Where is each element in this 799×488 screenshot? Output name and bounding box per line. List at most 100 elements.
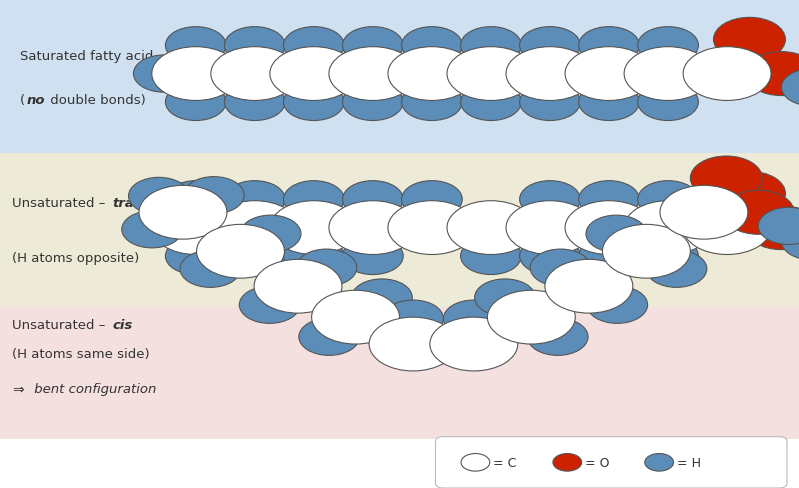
Circle shape [254,260,342,313]
Circle shape [184,177,244,214]
Circle shape [578,181,639,218]
Circle shape [519,84,580,122]
Circle shape [299,319,360,356]
Circle shape [587,286,648,324]
Bar [0,307,799,439]
Circle shape [461,454,490,471]
Circle shape [519,238,580,275]
Circle shape [624,48,712,102]
Circle shape [402,84,463,122]
Circle shape [519,27,580,64]
Circle shape [239,286,300,324]
Circle shape [343,238,403,275]
Circle shape [602,225,690,279]
Circle shape [722,191,794,235]
Text: = C: = C [493,456,516,469]
Circle shape [586,216,646,253]
Circle shape [343,84,403,122]
Circle shape [284,84,344,122]
Text: Unsaturated –: Unsaturated – [12,318,109,331]
Circle shape [383,301,443,338]
Circle shape [460,84,521,122]
FancyBboxPatch shape [435,437,787,488]
Circle shape [152,48,240,102]
Circle shape [284,238,344,275]
Circle shape [121,211,182,248]
Circle shape [240,216,301,253]
Circle shape [296,249,357,286]
Circle shape [284,181,344,218]
Circle shape [152,201,240,255]
Circle shape [683,48,771,102]
Bar [0,0,799,154]
Circle shape [388,201,476,255]
Circle shape [329,48,417,102]
Circle shape [638,27,698,64]
Circle shape [527,319,588,356]
Circle shape [225,181,285,218]
Circle shape [388,48,476,102]
Circle shape [638,238,698,275]
Circle shape [781,223,799,260]
Circle shape [270,48,358,102]
Circle shape [211,48,299,102]
Circle shape [329,201,417,255]
Circle shape [430,318,518,371]
Circle shape [545,260,633,313]
Circle shape [578,27,639,64]
Text: (H atoms same side): (H atoms same side) [12,347,149,360]
Circle shape [638,84,698,122]
Circle shape [165,181,226,218]
Circle shape [312,291,400,345]
Circle shape [165,84,226,122]
Circle shape [758,208,799,245]
Circle shape [646,251,707,288]
Text: Saturated fatty acid: Saturated fatty acid [20,50,153,63]
Circle shape [402,27,463,64]
Circle shape [714,172,785,216]
Circle shape [519,181,580,218]
Circle shape [781,70,799,107]
Text: (H atoms opposite): (H atoms opposite) [12,252,139,264]
Circle shape [745,206,799,250]
Circle shape [506,201,594,255]
Circle shape [638,181,698,218]
Text: cis: cis [113,318,133,331]
Circle shape [139,186,227,240]
Circle shape [197,225,284,279]
Circle shape [352,279,412,316]
Circle shape [225,238,285,275]
Circle shape [460,27,521,64]
Circle shape [165,27,226,64]
Circle shape [284,27,344,64]
Circle shape [645,454,674,471]
Circle shape [578,238,639,275]
Circle shape [460,238,521,275]
Text: double bonds): double bonds) [46,93,146,106]
Text: ⇒: ⇒ [12,382,24,396]
Circle shape [211,201,299,255]
Circle shape [660,186,748,240]
Text: no: no [26,93,45,106]
Circle shape [133,210,194,246]
Text: trans: trans [113,197,152,209]
Bar [0,154,799,307]
Circle shape [447,48,535,102]
Circle shape [487,291,575,345]
Circle shape [565,201,653,255]
Circle shape [343,27,403,64]
Circle shape [475,279,535,316]
Text: = O: = O [585,456,610,469]
Circle shape [133,56,194,93]
Circle shape [270,201,358,255]
Circle shape [578,84,639,122]
Circle shape [225,84,285,122]
Circle shape [690,157,762,201]
Text: bent configuration: bent configuration [30,383,156,396]
Circle shape [129,178,189,215]
Circle shape [530,249,590,286]
Circle shape [553,454,582,471]
Circle shape [745,53,799,97]
Circle shape [165,238,226,275]
Circle shape [369,318,457,371]
